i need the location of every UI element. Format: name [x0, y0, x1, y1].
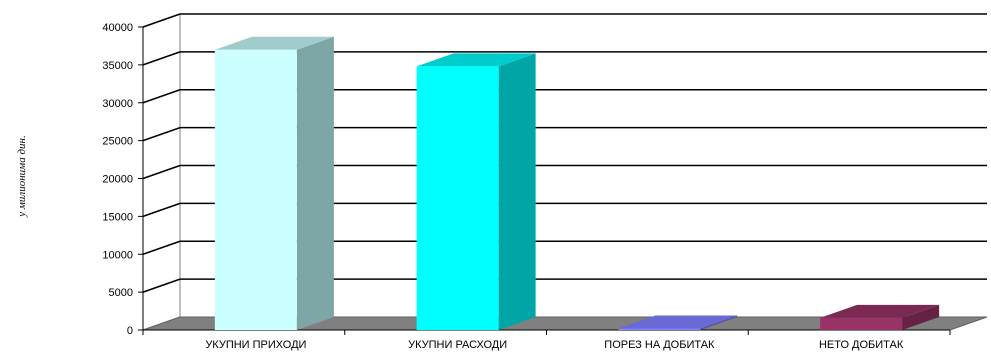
bar-top: [416, 53, 536, 67]
bar: [618, 328, 701, 330]
gridline-diagonal: [142, 278, 181, 293]
y-tick-label: 5000: [109, 287, 133, 299]
gridline-diagonal: [142, 89, 181, 104]
y-tick-label: 20000: [102, 174, 133, 186]
bar-side: [700, 315, 738, 330]
y-tick-label: 15000: [102, 211, 133, 223]
gridline-diagonal: [142, 202, 181, 218]
y-tick-label: 30000: [102, 98, 133, 110]
bar-top: [618, 315, 738, 329]
gridline-diagonal: [142, 240, 181, 255]
bar-top: [214, 36, 334, 50]
bar-side: [498, 53, 536, 330]
y-tick-label: 25000: [102, 136, 133, 148]
x-tick-label: УКУПНИ РАСХОДИ: [408, 339, 507, 351]
gridline-diagonal: [142, 13, 181, 28]
y-tick-label: 10000: [102, 249, 133, 261]
bar: [820, 317, 903, 330]
y-tick-label: 35000: [102, 60, 133, 72]
gridline-diagonal: [142, 164, 181, 180]
x-tick-label: НЕТО ДОБИТАК: [819, 339, 904, 351]
bar: [416, 66, 499, 330]
y-tick-label: 0: [127, 325, 133, 337]
gridline-diagonal: [142, 51, 181, 66]
x-tick-label: ПОРЕЗ НА ДОБИТАК: [604, 339, 715, 351]
bar-top: [820, 304, 940, 318]
bar-side: [296, 36, 334, 330]
gridline-diagonal: [142, 126, 181, 142]
y-tick-label: 40000: [102, 22, 133, 34]
bar: [214, 49, 297, 330]
bar-side: [902, 304, 940, 330]
x-tick-label: УКУПНИ ПРИХОДИ: [205, 339, 306, 351]
